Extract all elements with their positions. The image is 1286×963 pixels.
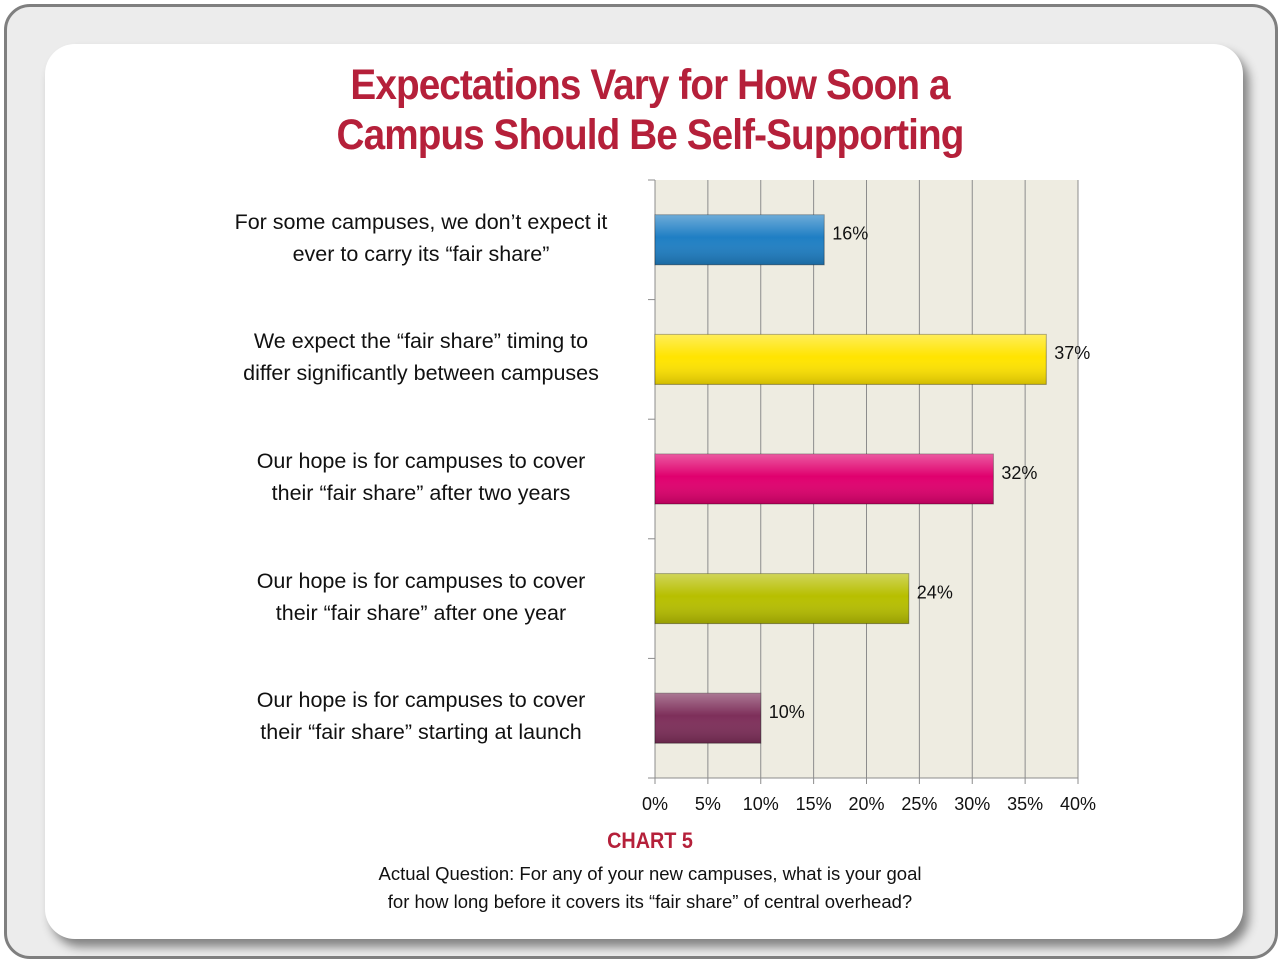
category-label: We expect the “fair share” timing to dif…: [243, 329, 599, 386]
value-label: 10%: [769, 702, 805, 722]
chart-title: Expectations Vary for How Soon a Campus …: [336, 61, 965, 159]
bar-shine: [655, 693, 761, 744]
category-label: Our hope is for campuses to cover their …: [256, 449, 586, 505]
value-label: 37%: [1054, 343, 1090, 363]
chart-label: CHART 5: [607, 828, 693, 853]
x-tick-label: 0%: [642, 794, 668, 814]
category-label: For some campuses, we don’t expect it ev…: [234, 209, 608, 266]
x-tick-label: 40%: [1060, 794, 1096, 814]
bar-shine: [655, 454, 994, 504]
category-label: Our hope is for campuses to cover their …: [256, 568, 586, 625]
x-tick-label: 35%: [1007, 794, 1043, 814]
bar-shine: [655, 573, 909, 624]
x-tick-label: 30%: [954, 794, 990, 814]
x-tick-label: 20%: [848, 794, 884, 814]
bar-shine: [655, 334, 1047, 385]
category-label: Our hope is for campuses to cover their …: [256, 688, 586, 745]
x-tick-label: 5%: [695, 794, 721, 814]
value-label: 16%: [832, 224, 868, 244]
x-tick-label: 15%: [796, 794, 832, 814]
caption: Actual Question: For any of your new cam…: [378, 863, 922, 912]
x-tick-label: 10%: [743, 794, 779, 814]
value-label: 24%: [917, 582, 953, 602]
bar-shine: [655, 214, 825, 265]
value-label: 32%: [1001, 463, 1037, 483]
x-tick-label: 25%: [901, 794, 937, 814]
